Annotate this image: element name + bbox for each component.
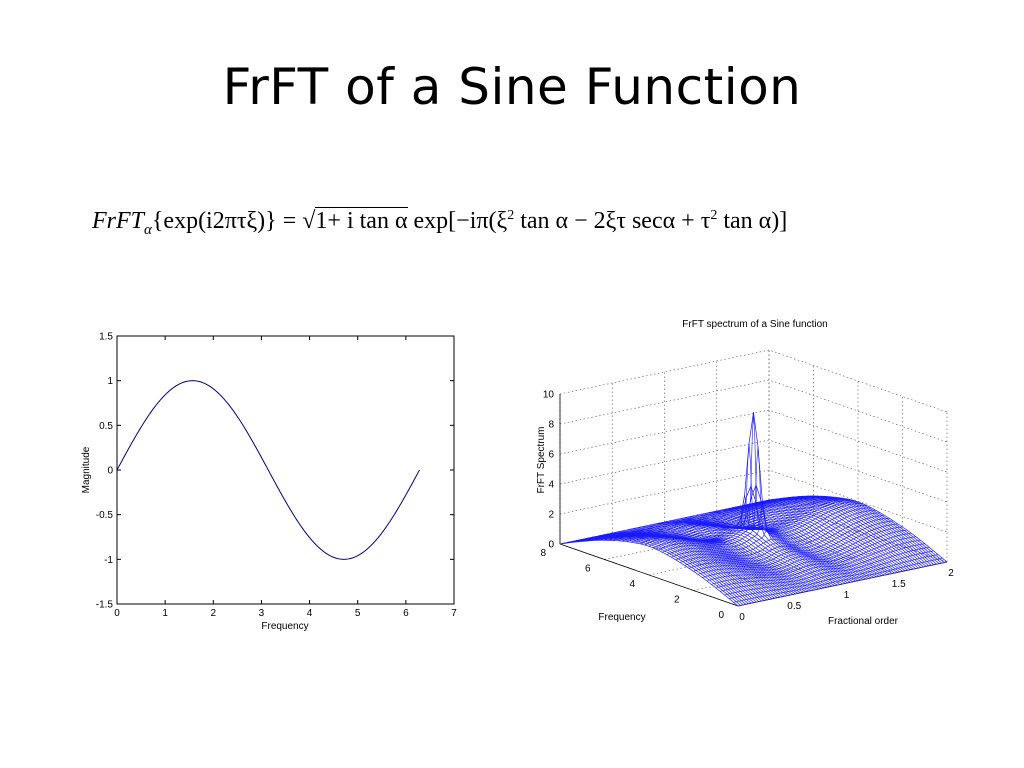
sine-chart: 0 1 2 3 4 5 6 7 -1.5 -1 -0.5 0 0.5 1 1.5 Frequency Mag…: [81, 332, 457, 633]
formula-lhs-subscript: α: [144, 221, 152, 238]
sine-x-tick-label: 2: [211, 608, 217, 619]
frft-surface-line: [653, 446, 863, 549]
formula-exponent-2: 2: [710, 208, 718, 223]
sine-y-tick-label: 1.5: [99, 332, 113, 343]
frft-grid-line: [612, 532, 791, 596]
sine-y-tick-label: -1.5: [96, 600, 114, 611]
frft-surface-line: [666, 510, 876, 555]
formula-exponent-1: 2: [507, 208, 515, 223]
formula-lhs-argument: {exp(i2πτξ)}: [151, 208, 277, 234]
formula-equals: =: [282, 208, 297, 234]
sine-y-tick-label: -1: [104, 555, 113, 566]
sine-y-tick-label: 0.5: [99, 421, 113, 432]
frft-y-tick-label: 2: [674, 595, 680, 606]
frft-surface-line: [706, 536, 916, 582]
frft-grid-line: [716, 510, 895, 574]
frft-surface-line: [733, 558, 943, 603]
frft-surface-line: [697, 529, 908, 575]
formula-tail: tan α)]: [717, 208, 788, 234]
slide-title: FrFT of a Sine Function: [222, 58, 802, 116]
sine-x-tick-label: 4: [307, 608, 313, 619]
sine-plot-frame: [116, 335, 455, 605]
frft-surface-line: [559, 499, 770, 545]
sine-axis-ticks: 0 1 2 3 4 5 6 7 -1.5 -1 -0.5 0 0.5 1 1.5: [96, 332, 457, 620]
frft-surface-line: [675, 515, 885, 561]
frft-x-tick-label: 0: [739, 612, 745, 623]
frft-axis-line: [559, 543, 739, 607]
frft-grid-line: [768, 499, 948, 563]
frft-x-tick-label: 1: [844, 590, 850, 601]
frft-surface-line: [688, 523, 899, 569]
frft-surface-line: [568, 498, 778, 544]
frft-surface-chart: FrFT spectrum of a Sine function 0246810…: [536, 319, 954, 627]
frft-grid-line: [559, 469, 948, 533]
frft-x-tick-label: 2: [948, 568, 954, 579]
frft-z-axis-label: FrFT Spectrum: [536, 426, 547, 493]
frft-y-tick-label: 4: [629, 579, 635, 590]
frft-z-tick-label: 0: [548, 540, 554, 551]
frft-x-tick-label: 1.5: [892, 579, 906, 590]
frft-formula: FrFTα{exp(i2πτξ)} = √1+ i tan α exp[−iπ(…: [92, 207, 952, 239]
frft-surface-line: [720, 547, 930, 592]
sine-series-line: [116, 380, 420, 560]
frft-grid-line: [559, 349, 948, 413]
frft-z-tick-label: 10: [543, 390, 555, 401]
frft-surface-line: [737, 561, 948, 607]
frft-y-tick-label: 8: [540, 548, 546, 559]
frft-surface-line: [724, 550, 934, 596]
frft-surface-line: [729, 554, 939, 599]
sine-x-tick-label: 1: [162, 608, 168, 619]
formula-sqrt-body: 1+ i tan α: [315, 207, 408, 234]
sine-y-tick-label: 0: [107, 466, 113, 477]
frft-z-tick-label: 8: [548, 420, 554, 431]
formula-sqrt-sign: √: [302, 208, 316, 234]
sine-y-tick-label: 1: [107, 376, 113, 387]
sine-x-tick-label: 0: [114, 608, 120, 619]
frft-surface-line: [715, 543, 925, 589]
frft-chart-title: FrFT spectrum of a Sine function: [682, 319, 827, 330]
frft-surface-line: [711, 539, 921, 585]
frft-surface-line: [564, 499, 774, 544]
frft-y-tick-label: 0: [718, 610, 724, 621]
frft-z-tick-label: 2: [548, 510, 554, 521]
sine-x-axis-label: Frequency: [261, 621, 308, 632]
frft-surface-line: [702, 533, 912, 578]
frft-surface: [559, 412, 948, 607]
formula-lhs-name: FrFT: [92, 208, 145, 234]
frft-surface-line: [567, 537, 747, 605]
sine-x-tick-label: 6: [403, 608, 409, 619]
frft-surface-line: [693, 526, 903, 572]
frft-surface-line: [684, 520, 894, 566]
frft-grid-line: [559, 409, 948, 473]
frft-x-axis-label: Fractional order: [828, 616, 899, 627]
frft-y-tick-label: 6: [585, 564, 591, 575]
frft-y-axis-label: Frequency: [598, 612, 645, 623]
sine-x-tick-label: 7: [451, 608, 457, 619]
frft-z-tick-label: 6: [548, 450, 554, 461]
sine-x-tick-label: 3: [259, 608, 265, 619]
sine-x-tick-label: 5: [355, 608, 361, 619]
formula-middle: tan α − 2ξτ secα + τ: [514, 208, 711, 234]
frft-z-tick-label: 4: [548, 480, 554, 491]
frft-x-tick-label: 0.5: [787, 601, 801, 612]
formula-exp-part: exp[−iπ(ξ: [413, 208, 508, 234]
frft-surface-line: [671, 512, 881, 558]
frft-grid-line: [559, 439, 948, 503]
frft-grid-line: [559, 379, 948, 443]
sine-y-axis-label: Magnitude: [81, 446, 92, 493]
sine-y-tick-label: -0.5: [96, 510, 114, 521]
frft-surface-line: [679, 517, 890, 563]
